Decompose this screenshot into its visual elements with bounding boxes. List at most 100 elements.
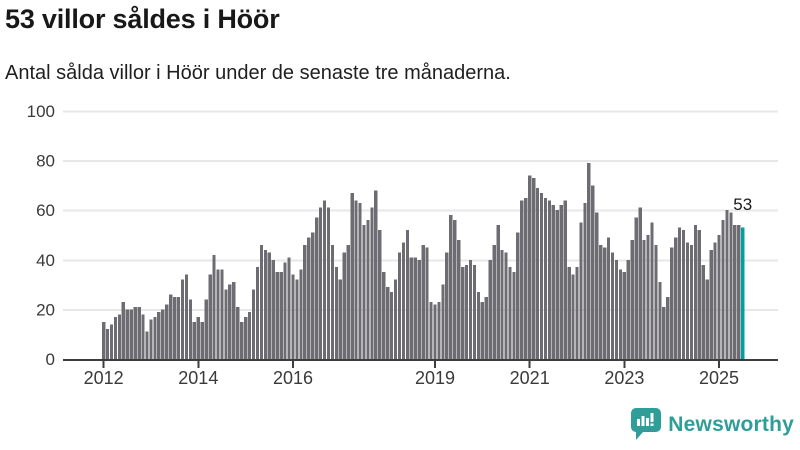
bar <box>689 244 694 359</box>
bar <box>658 282 662 359</box>
bar <box>650 222 654 359</box>
bar <box>382 272 386 359</box>
bar <box>642 239 646 359</box>
bar <box>322 200 327 359</box>
bar <box>445 252 449 359</box>
bar <box>654 244 658 359</box>
y-tick-label: 100 <box>27 102 55 121</box>
bar <box>524 197 528 359</box>
bar <box>547 200 552 359</box>
bar <box>409 257 413 359</box>
bar <box>240 321 244 359</box>
bar <box>247 311 252 359</box>
bar <box>626 259 630 359</box>
bar <box>334 267 338 359</box>
bar <box>251 289 256 359</box>
bar <box>318 207 323 359</box>
bar <box>437 301 441 359</box>
bar <box>677 227 682 359</box>
bar <box>374 190 378 359</box>
bar <box>275 272 279 359</box>
bar <box>350 192 354 359</box>
bar <box>196 316 200 359</box>
bar <box>299 269 303 359</box>
bar <box>366 220 370 359</box>
bar <box>713 242 717 359</box>
bar <box>311 232 315 359</box>
bar <box>685 242 690 359</box>
bar <box>338 279 342 359</box>
bar <box>295 279 299 359</box>
bar <box>559 205 563 359</box>
bar <box>421 244 425 359</box>
bar <box>105 329 110 359</box>
bar <box>129 309 133 359</box>
bar <box>461 267 465 359</box>
bar <box>599 244 603 359</box>
bar <box>117 314 122 359</box>
bar <box>255 267 260 359</box>
bar <box>354 200 358 359</box>
bar <box>622 272 626 359</box>
bar <box>453 220 457 359</box>
bar <box>192 321 196 359</box>
bar <box>137 306 141 359</box>
bar <box>102 321 106 359</box>
y-tick-label: 20 <box>36 300 55 319</box>
y-tick-label: 0 <box>46 350 55 369</box>
bar <box>535 187 540 359</box>
bar <box>413 257 417 359</box>
bar <box>180 279 185 359</box>
bar <box>141 314 145 359</box>
bar <box>267 252 271 359</box>
bar <box>733 225 737 359</box>
bar <box>386 287 390 359</box>
bar <box>433 304 437 359</box>
bar <box>618 269 623 359</box>
bar <box>563 200 567 359</box>
bar <box>516 232 520 359</box>
bar <box>551 205 555 359</box>
bar <box>342 252 346 359</box>
x-tick-label: 2014 <box>178 368 218 388</box>
bar <box>208 274 212 359</box>
brand-name: Newsworthy <box>668 413 794 436</box>
bar <box>370 207 374 359</box>
bar <box>153 316 157 359</box>
bar <box>567 267 571 359</box>
bar <box>539 192 544 359</box>
bar <box>173 297 177 359</box>
bar <box>693 225 697 359</box>
bar <box>169 294 173 359</box>
bar <box>283 262 287 359</box>
bar <box>133 306 137 359</box>
highlight-bar <box>741 227 745 359</box>
bar <box>528 175 532 359</box>
bar <box>496 225 500 359</box>
bar <box>401 242 406 359</box>
x-tick-label: 2021 <box>510 368 550 388</box>
bar <box>681 230 686 359</box>
bar <box>291 274 295 359</box>
bar <box>591 185 595 359</box>
bar <box>512 272 516 359</box>
bar <box>307 237 311 359</box>
x-tick-label: 2019 <box>415 368 455 388</box>
bar <box>725 210 729 359</box>
y-tick-label: 40 <box>36 251 55 270</box>
bar <box>587 163 591 359</box>
bar <box>405 230 410 359</box>
bar <box>161 309 165 359</box>
bar <box>717 235 721 359</box>
bar <box>145 331 149 359</box>
bar <box>709 249 713 359</box>
bar <box>330 244 335 359</box>
bar <box>575 267 579 359</box>
bar <box>583 202 587 359</box>
bar <box>701 264 705 359</box>
bar <box>358 202 362 359</box>
bar <box>176 297 181 359</box>
bar <box>279 272 283 359</box>
newsworthy-brand-link[interactable]: Newsworthy <box>631 408 794 442</box>
bar <box>125 309 129 359</box>
